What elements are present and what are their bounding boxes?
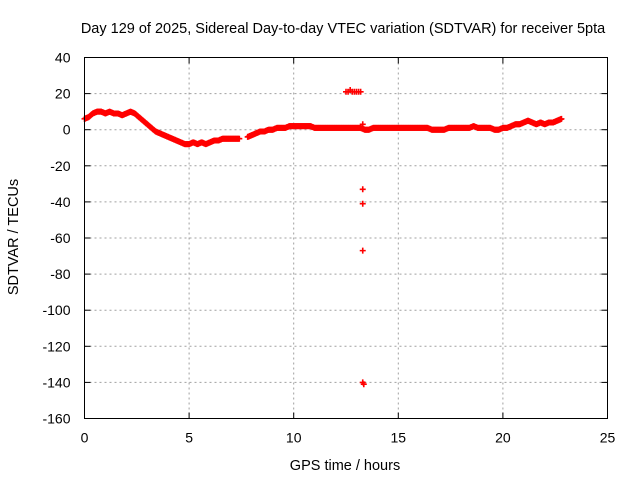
y-axis-label: SDTVAR / TECUs: [6, 179, 22, 295]
y-tick-label: -20: [50, 158, 70, 174]
y-tick-label: 0: [63, 122, 71, 138]
x-tick-label: 25: [600, 430, 616, 446]
y-tick-label: -60: [50, 230, 70, 246]
data-point: [558, 115, 565, 122]
data-point: [359, 200, 366, 207]
x-tick-label: 5: [185, 430, 193, 446]
series-outliers: [359, 121, 367, 388]
y-tick-label: -40: [50, 194, 70, 210]
data-point: [357, 88, 364, 95]
x-tick-label: 10: [286, 430, 302, 446]
y-tick-label: -140: [42, 374, 70, 390]
data-points: [81, 86, 565, 388]
data-point: [360, 381, 367, 388]
series-upper-cluster: [343, 86, 364, 95]
data-point: [359, 186, 366, 193]
plot-frame: [84, 57, 608, 419]
data-point: [359, 121, 366, 128]
y-tick-label: -80: [50, 266, 70, 282]
y-tick-labels: 40 20 0 -20 -40 -60 -80 -100 -120 -140 -160: [42, 50, 70, 427]
y-tick-label: -120: [42, 338, 70, 354]
y-tick-label: -160: [42, 411, 70, 427]
x-tick-label: 20: [495, 430, 511, 446]
data-point: [359, 247, 366, 254]
x-tick-label: 15: [391, 430, 407, 446]
y-tick-label: 40: [55, 50, 71, 66]
chart-title: Day 129 of 2025, Sidereal Day-to-day VTE…: [81, 21, 606, 37]
grid: [84, 57, 608, 419]
y-tick-label: -100: [42, 302, 70, 318]
series-main-trace: [81, 108, 565, 148]
x-axis-label: GPS time / hours: [290, 458, 400, 474]
x-tick-label: 0: [81, 430, 89, 446]
data-point: [236, 135, 243, 142]
x-tick-labels: 0 5 10 15 20 25: [81, 430, 616, 446]
y-tick-label: 20: [55, 86, 71, 102]
